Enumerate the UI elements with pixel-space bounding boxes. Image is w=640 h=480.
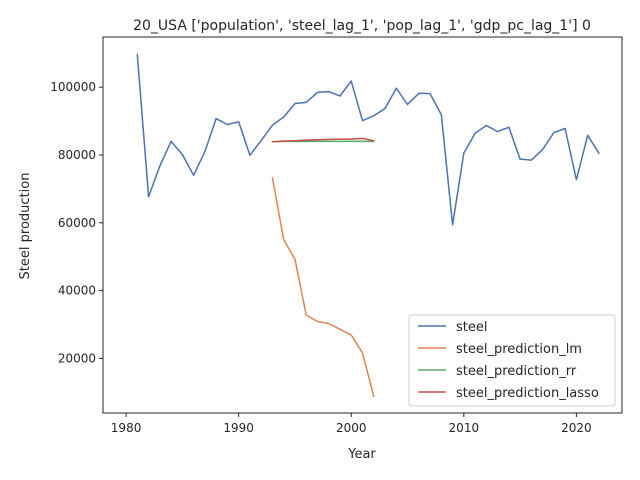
y-axis: 20000 40000 60000 80000 100000 (50, 80, 103, 365)
series-line-steel (136, 53, 600, 226)
chart-title: 20_USA ['population', 'steel_lag_1', 'po… (133, 18, 591, 34)
x-tick-label: 2010 (449, 421, 480, 435)
y-tick-label: 100000 (50, 80, 96, 94)
x-tick-label: 1980 (111, 421, 142, 435)
y-tick-label: 40000 (58, 284, 96, 298)
x-tick-label: 2020 (561, 421, 592, 435)
y-tick-label: 60000 (58, 216, 96, 230)
x-tick-label: 1990 (223, 421, 254, 435)
x-tick-label: 2000 (336, 421, 367, 435)
y-axis-label: Steel production (18, 173, 33, 280)
x-axis-label: Year (347, 447, 376, 462)
plot-area (136, 53, 600, 398)
plot-frame (102, 36, 623, 414)
legend-label: steel_prediction_lm (456, 342, 582, 357)
x-axis: 1980 1990 2000 2010 2020 (111, 413, 592, 435)
y-tick-label: 20000 (58, 351, 96, 365)
legend: steel steel_prediction_lm steel_prediction… (408, 314, 616, 407)
series-line-steel-prediction-lm (271, 176, 375, 398)
legend-label: steel_prediction_lasso (456, 386, 599, 401)
y-tick-label: 80000 (58, 148, 96, 162)
legend-label: steel (456, 320, 487, 335)
legend-label: steel_prediction_rr (456, 364, 577, 379)
legend-box (408, 314, 616, 407)
series-line-steel-prediction-lasso (271, 137, 375, 143)
